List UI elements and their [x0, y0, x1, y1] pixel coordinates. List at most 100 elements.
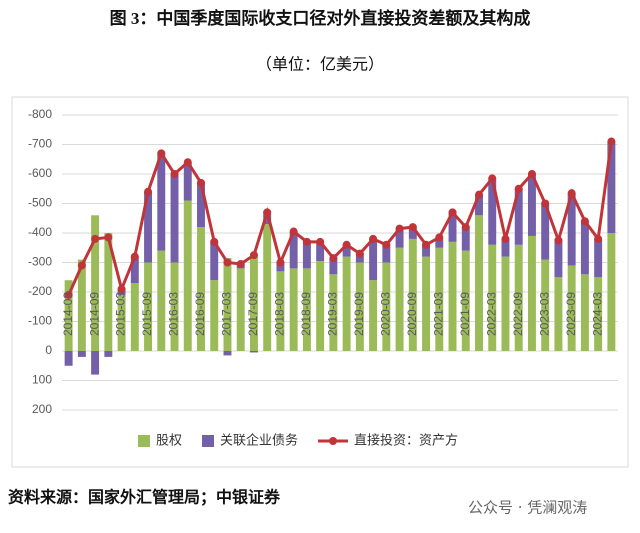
bar [77, 259, 86, 351]
line-marker [567, 189, 576, 198]
line-marker [342, 240, 351, 249]
bar [369, 238, 378, 281]
bar [329, 258, 338, 275]
bar [183, 162, 192, 201]
bar [395, 247, 404, 351]
bar [461, 250, 470, 351]
bar [382, 244, 391, 263]
bar [607, 141, 616, 233]
bar [501, 238, 510, 257]
bar [210, 280, 219, 351]
bar [329, 274, 338, 351]
line-marker [276, 258, 285, 267]
bar [395, 228, 404, 248]
bar [527, 174, 536, 236]
bar [541, 259, 550, 351]
line-marker [461, 223, 470, 232]
bar [249, 351, 258, 353]
x-tick-label: 2022-09 [511, 292, 525, 336]
x-tick-label: 2016-09 [193, 292, 207, 336]
bar [316, 261, 325, 351]
bar [527, 235, 536, 351]
x-tick-label: 2019-03 [326, 292, 340, 336]
y-tick-label: 0 [45, 343, 52, 357]
line-marker [435, 233, 444, 242]
line-marker [488, 174, 497, 183]
bar [342, 244, 351, 257]
line-marker [594, 234, 603, 243]
line-marker [117, 285, 126, 294]
bar [130, 283, 139, 351]
bar [236, 268, 245, 351]
legend-swatch [202, 435, 215, 447]
x-tick-label: 2019-09 [352, 292, 366, 336]
legend-label: 关联企业债务 [220, 433, 298, 449]
bar [197, 227, 205, 351]
bar [223, 351, 232, 356]
legend-label: 直接投资：资产方 [354, 433, 458, 449]
x-tick-label: 2022-03 [484, 292, 498, 336]
bar [249, 253, 258, 351]
bar [580, 221, 589, 275]
line-marker [408, 223, 417, 232]
line-marker [475, 190, 483, 199]
bar [263, 224, 272, 351]
bar [91, 351, 100, 375]
line-marker [554, 236, 563, 245]
y-tick-label: -200 [28, 284, 52, 298]
bar [117, 294, 126, 351]
chart-subtitle: （单位：亿美元） [256, 56, 384, 74]
legend-label: 股权 [156, 433, 182, 449]
bar [501, 256, 510, 351]
line-marker [514, 184, 523, 193]
bar [64, 280, 73, 351]
bar [475, 194, 483, 216]
bar [170, 262, 179, 351]
bar [567, 265, 576, 351]
y-tick-label: -400 [28, 225, 52, 239]
bar [197, 182, 205, 228]
bar [541, 203, 550, 260]
bar [144, 262, 153, 351]
x-tick-label: 2015-03 [114, 292, 128, 336]
line-marker [249, 251, 258, 260]
line-marker [369, 234, 378, 243]
bar [263, 212, 272, 225]
bar [104, 233, 113, 351]
bar [369, 280, 378, 351]
bar [342, 256, 351, 351]
line-marker [580, 217, 589, 226]
line-marker [64, 290, 73, 299]
y-tick-label: -100 [28, 314, 52, 328]
line-marker [289, 227, 298, 236]
bar [104, 351, 113, 357]
bar [408, 238, 417, 351]
y-tick-label: -600 [28, 166, 52, 180]
bar [302, 241, 311, 269]
line-marker [395, 224, 404, 233]
x-tick-label: 2018-03 [273, 292, 287, 336]
x-tick-label: 2021-03 [431, 292, 445, 336]
y-tick-label: -500 [28, 196, 52, 210]
bar [130, 256, 139, 284]
bar [488, 178, 497, 245]
x-tick-label: 2020-09 [405, 292, 419, 336]
bar [475, 215, 483, 351]
bar [183, 200, 192, 351]
line-marker [422, 240, 431, 249]
bar [355, 253, 364, 263]
x-tick-label: 2021-09 [458, 292, 472, 336]
y-tick-label: -300 [28, 255, 52, 269]
x-tick-label: 2024-03 [590, 292, 604, 336]
bar [302, 268, 311, 351]
chart-title: 图 3：中国季度国际收支口径对外直接投资差额及其构成 [110, 8, 531, 28]
x-tick-label: 2020-03 [379, 292, 393, 336]
line-marker [197, 178, 205, 187]
chart-frame [11, 96, 629, 468]
bar [210, 241, 219, 281]
bar [276, 271, 285, 351]
x-tick-label: 2017-03 [220, 292, 234, 336]
bar [580, 274, 589, 351]
bar [422, 256, 431, 351]
